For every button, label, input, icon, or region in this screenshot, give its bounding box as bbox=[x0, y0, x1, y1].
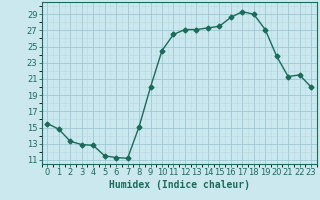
X-axis label: Humidex (Indice chaleur): Humidex (Indice chaleur) bbox=[109, 180, 250, 190]
